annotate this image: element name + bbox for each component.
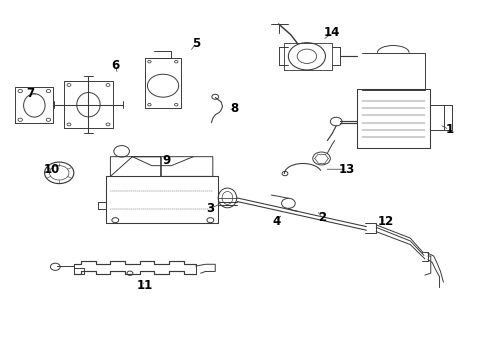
Text: 2: 2 xyxy=(318,211,326,224)
Text: 5: 5 xyxy=(191,37,200,50)
Text: 11: 11 xyxy=(136,279,152,292)
Text: 8: 8 xyxy=(230,102,238,115)
Text: 13: 13 xyxy=(338,163,354,176)
Text: 6: 6 xyxy=(111,59,119,72)
Text: 10: 10 xyxy=(44,163,60,176)
Text: 12: 12 xyxy=(377,215,393,228)
Text: 3: 3 xyxy=(206,202,214,215)
Text: 9: 9 xyxy=(162,154,170,167)
Text: 7: 7 xyxy=(26,87,34,100)
Text: 14: 14 xyxy=(324,27,340,40)
Text: 1: 1 xyxy=(444,123,452,136)
Text: 4: 4 xyxy=(271,215,280,228)
